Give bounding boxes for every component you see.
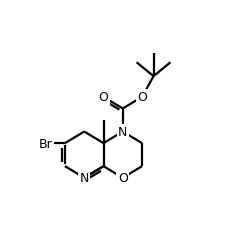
Text: N: N: [79, 171, 89, 185]
Text: O: O: [117, 171, 127, 185]
Text: N: N: [117, 125, 127, 138]
Text: Br: Br: [39, 137, 52, 150]
Text: O: O: [136, 91, 146, 104]
Text: O: O: [98, 91, 108, 104]
